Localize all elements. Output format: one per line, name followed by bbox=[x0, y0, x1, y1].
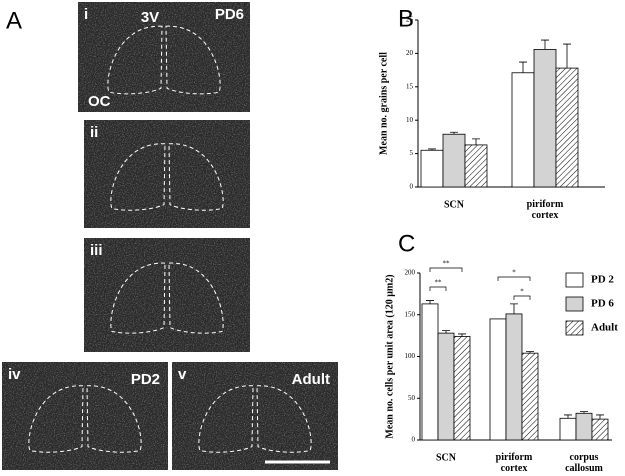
bar bbox=[559, 417, 577, 441]
error-bar bbox=[526, 351, 534, 354]
x-tick-label: SCN bbox=[444, 199, 465, 210]
y-tick-label: 5 bbox=[410, 149, 414, 157]
legend-label: PD 6 bbox=[591, 298, 614, 310]
micrograph-grain bbox=[84, 238, 250, 352]
legend-swatch bbox=[565, 296, 584, 312]
y-tick-label: 20 bbox=[406, 49, 414, 57]
y-tick-label: 0 bbox=[410, 183, 414, 191]
image-label: iii bbox=[90, 242, 103, 259]
x-tick-label: corpus callosum bbox=[565, 452, 603, 474]
significance-label: * bbox=[520, 288, 524, 296]
image-label: ii bbox=[90, 124, 98, 141]
error-bar bbox=[450, 131, 458, 135]
significance-bracket bbox=[497, 276, 531, 281]
legend-swatch bbox=[565, 320, 584, 336]
bar bbox=[511, 72, 535, 188]
y-tick-label: 25 bbox=[406, 16, 414, 24]
legend-label: Adult bbox=[591, 322, 618, 334]
image-tag: Adult bbox=[292, 371, 330, 388]
significance-label: * bbox=[512, 269, 516, 277]
image-tag: PD2 bbox=[131, 371, 160, 388]
scn-outline bbox=[168, 262, 224, 334]
bar bbox=[489, 318, 507, 441]
x-tick-label: SCN bbox=[436, 452, 457, 463]
error-bar bbox=[519, 61, 527, 73]
error-bar bbox=[442, 330, 450, 334]
scn-outline bbox=[107, 25, 163, 95]
y-axis-label: Mean no. cells per unit area (120 μm2) bbox=[384, 274, 395, 438]
error-bar bbox=[428, 148, 436, 151]
scn-outline bbox=[165, 25, 221, 95]
y-tick-label: 200 bbox=[405, 269, 416, 277]
error-bar bbox=[580, 411, 588, 414]
error-bar bbox=[458, 333, 466, 337]
y-tick-label: 10 bbox=[406, 116, 414, 124]
error-bar bbox=[472, 138, 480, 145]
error-bar bbox=[541, 39, 549, 50]
image-tag: 3V bbox=[141, 9, 159, 26]
bar bbox=[555, 67, 579, 188]
image-label: i bbox=[84, 6, 88, 23]
error-bar bbox=[564, 414, 572, 419]
y-tick-label: 150 bbox=[405, 310, 416, 318]
y-tick-label: 0 bbox=[412, 436, 416, 444]
image-tag: PD6 bbox=[215, 6, 244, 23]
image-tag: OC bbox=[88, 93, 111, 110]
panel-label: B bbox=[398, 5, 414, 32]
bar bbox=[453, 336, 471, 441]
significance-bracket bbox=[513, 295, 531, 300]
image-label: iv bbox=[8, 366, 21, 383]
significance-label: ** bbox=[435, 279, 443, 287]
bar bbox=[464, 144, 488, 188]
significance-label: ** bbox=[443, 260, 451, 268]
y-tick-label: 15 bbox=[406, 82, 414, 90]
legend-swatch bbox=[565, 272, 584, 288]
micrograph-grain bbox=[172, 362, 338, 470]
micrograph-grain bbox=[84, 120, 250, 228]
bar bbox=[420, 149, 444, 188]
x-tick-label: piriform cortex bbox=[496, 452, 533, 474]
micrograph-grain bbox=[78, 2, 250, 112]
y-tick-label: 100 bbox=[405, 352, 416, 360]
bar bbox=[437, 332, 455, 441]
bar bbox=[421, 303, 439, 441]
bar bbox=[575, 412, 593, 441]
error-bar bbox=[596, 414, 604, 420]
y-axis-label: Mean no. grains per cell bbox=[378, 52, 389, 155]
panel-label: C bbox=[398, 230, 415, 257]
significance-bracket bbox=[429, 267, 463, 272]
bar bbox=[533, 48, 557, 188]
x-tick-label: piriform cortex bbox=[527, 199, 564, 221]
bar bbox=[442, 133, 466, 188]
error-bar bbox=[510, 303, 518, 314]
bar bbox=[591, 418, 609, 441]
bar bbox=[521, 352, 539, 441]
image-label: v bbox=[178, 366, 187, 383]
error-bar bbox=[426, 300, 434, 304]
y-tick-label: 50 bbox=[408, 394, 416, 402]
micrograph-grain bbox=[2, 362, 168, 470]
panel-label: A bbox=[6, 7, 22, 34]
significance-bracket bbox=[429, 286, 447, 291]
scn-outline bbox=[110, 262, 166, 334]
legend-label: PD 2 bbox=[591, 274, 614, 286]
bar bbox=[505, 313, 523, 441]
error-bar bbox=[563, 43, 571, 69]
